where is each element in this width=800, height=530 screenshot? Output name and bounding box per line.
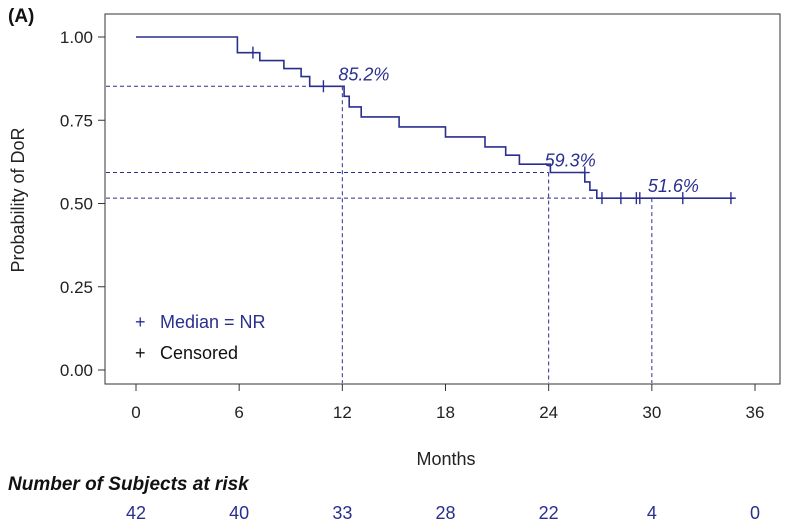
y-tick-label: 0.00 — [60, 361, 93, 380]
censor-mark — [318, 80, 329, 93]
risk-value: 33 — [332, 503, 353, 523]
y-tick-label: 0.50 — [60, 195, 93, 214]
x-tick-label: 0 — [131, 403, 140, 422]
legend-label: Median = NR — [160, 312, 266, 332]
censor-mark — [596, 192, 607, 205]
reference-label: 85.2% — [338, 64, 389, 84]
risk-value: 4 — [646, 503, 657, 523]
censor-mark — [677, 192, 688, 205]
legend-symbol: + — [135, 312, 146, 332]
legend-label: Censored — [160, 343, 238, 363]
censor-mark — [247, 46, 258, 59]
legend-symbol: + — [135, 343, 146, 363]
reference-lines — [106, 85, 653, 383]
x-tick-label: 36 — [746, 403, 765, 422]
censor-marks — [247, 46, 736, 205]
plot-frame — [104, 13, 781, 385]
risk-value: 42 — [125, 503, 147, 523]
reference-label: 59.3% — [545, 151, 596, 171]
risk-value: 28 — [435, 503, 456, 523]
x-axis-label: Months — [416, 449, 475, 469]
y-axis-label: Probability of DoR — [8, 127, 28, 272]
legend: + Median = NR + Censored — [135, 312, 266, 363]
risk-table-title: Number of Subjects at risk — [8, 474, 249, 495]
y-tick-label: 0.75 — [60, 111, 93, 130]
survival-curve — [136, 36, 735, 199]
risk-value: 0 — [749, 503, 761, 523]
y-tick-label: 1.00 — [60, 28, 93, 47]
panel-label: (A) — [8, 6, 34, 27]
x-tick-label: 6 — [234, 403, 243, 422]
reference-labels: 85.2% 59.3% 51.6% — [338, 64, 699, 196]
axes: 0 6 12 18 24 30 36 0.00 0.25 0.50 0.75 1.00 — [60, 28, 765, 422]
censor-mark — [615, 192, 626, 205]
risk-value: 22 — [538, 503, 559, 523]
censor-mark — [634, 192, 645, 205]
x-tick-label: 18 — [436, 403, 455, 422]
censor-mark — [725, 192, 736, 205]
km-step-line — [136, 36, 735, 199]
censor-mark — [579, 166, 590, 179]
reference-label: 51.6% — [648, 176, 699, 196]
x-tick-label: 12 — [333, 403, 352, 422]
y-tick-label: 0.25 — [60, 278, 93, 297]
risk-value: 40 — [229, 503, 250, 523]
x-tick-label: 24 — [539, 403, 558, 422]
x-tick-label: 30 — [642, 403, 661, 422]
